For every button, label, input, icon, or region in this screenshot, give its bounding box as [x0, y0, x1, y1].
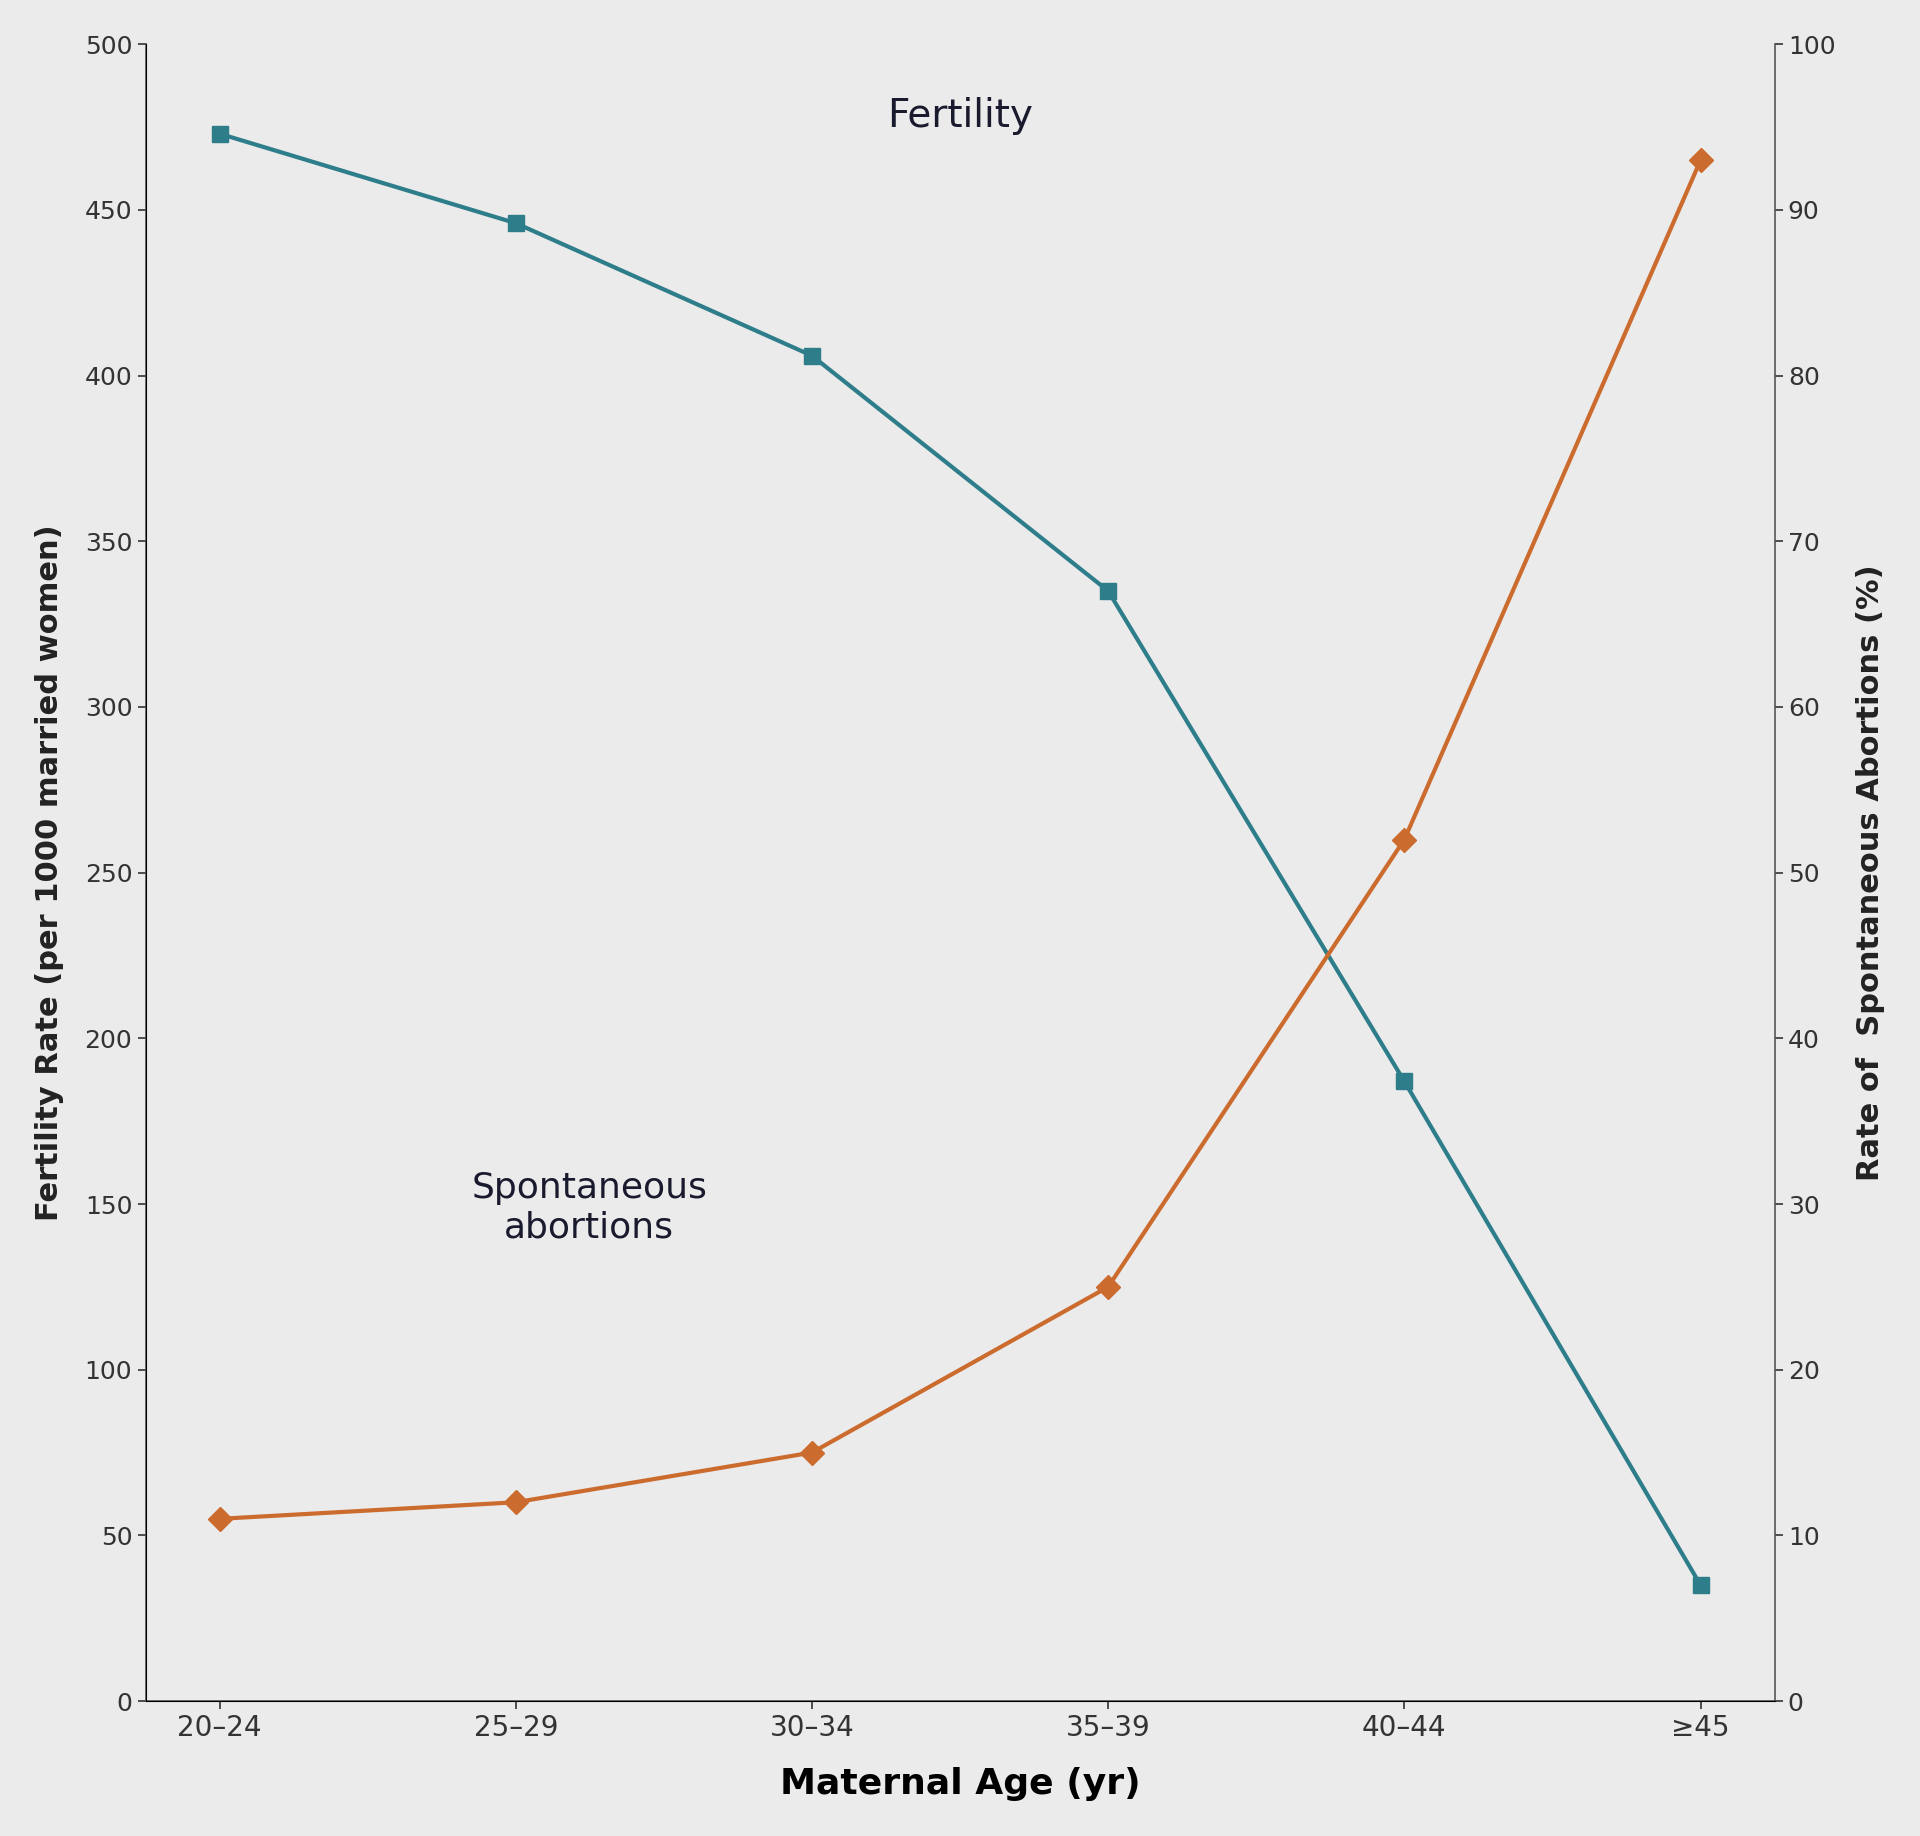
Y-axis label: Fertility Rate (per 1000 married women): Fertility Rate (per 1000 married women) — [35, 525, 63, 1221]
Text: Spontaneous
abortions: Spontaneous abortions — [470, 1171, 707, 1245]
Text: Fertility: Fertility — [887, 97, 1033, 136]
X-axis label: Maternal Age (yr): Maternal Age (yr) — [780, 1768, 1140, 1801]
Y-axis label: Rate of  Spontaneous Abortions (%): Rate of Spontaneous Abortions (%) — [1857, 564, 1885, 1181]
